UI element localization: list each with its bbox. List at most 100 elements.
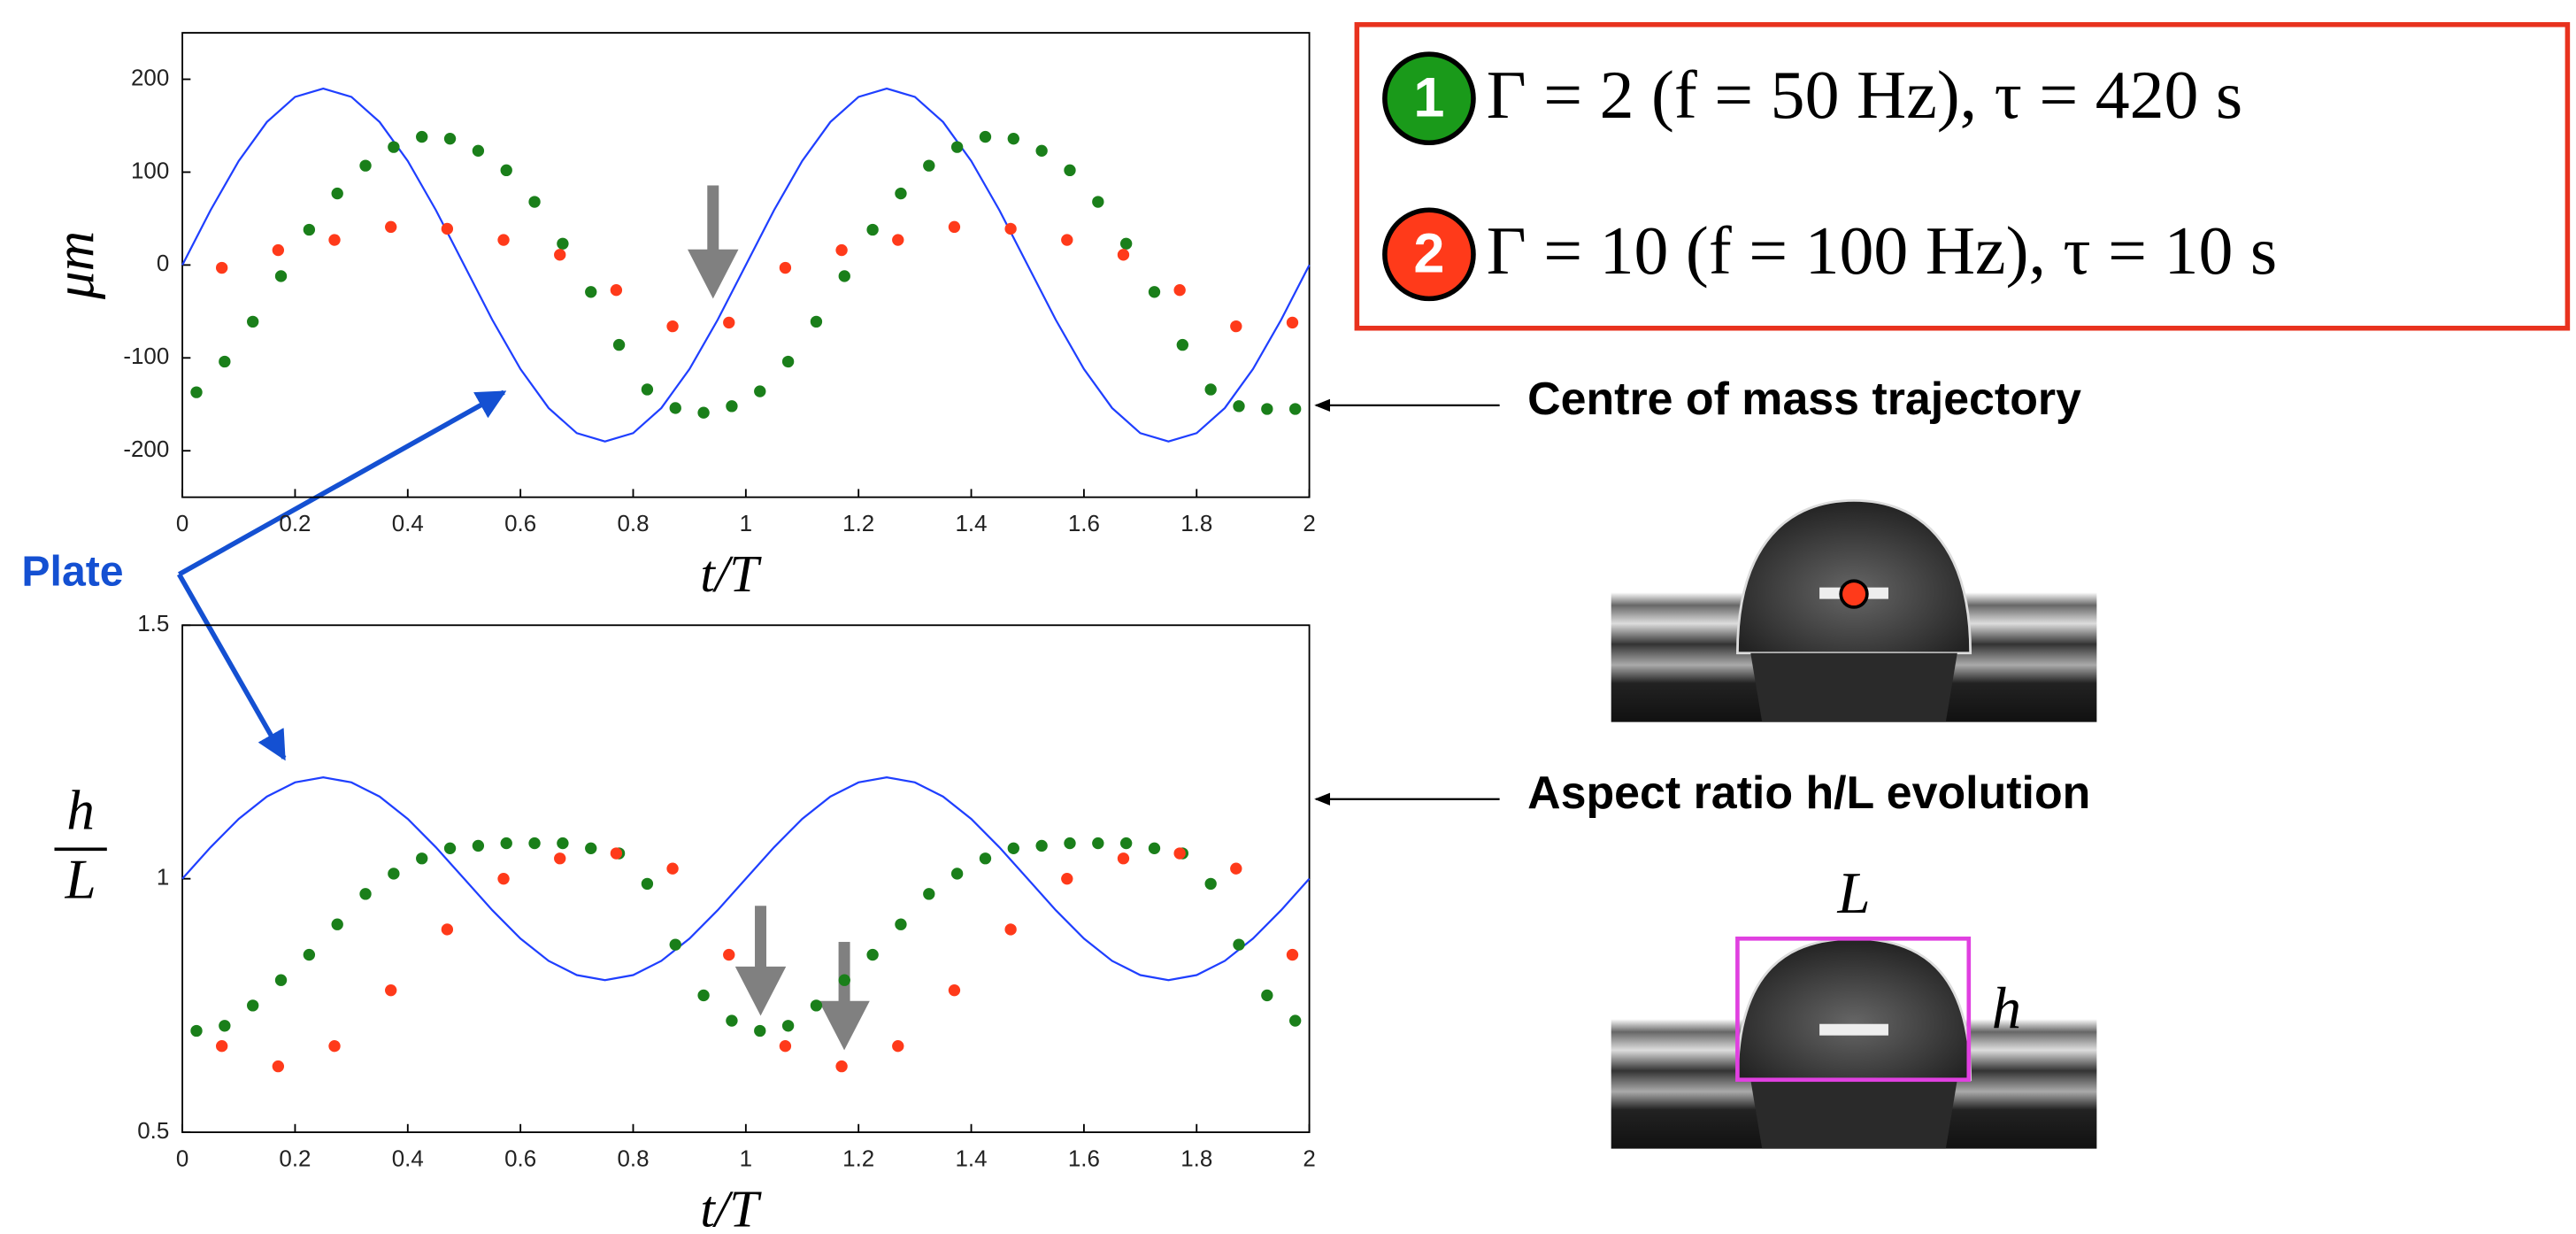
data-point [497,234,510,246]
data-point [585,842,597,854]
data-point [1173,284,1186,297]
data-point [723,316,735,329]
data-point [328,1040,341,1053]
data-point [1204,383,1217,396]
data-point [1064,164,1076,177]
data-point [443,842,457,854]
data-point [810,315,823,328]
annotation: Centre of mass trajectory [1527,373,2081,424]
data-point [359,159,372,172]
x-tick-label: 1.2 [842,512,874,536]
data-point [472,144,485,157]
data-point [272,1060,285,1073]
x-tick-label: 1.8 [1180,1146,1212,1171]
data-point [948,220,961,234]
data-point [1117,249,1130,261]
data-point [610,847,623,860]
droplet-image [1611,462,2097,722]
data-point [1092,837,1104,850]
data-point [726,400,738,413]
data-point [1289,1014,1302,1027]
data-point [641,877,654,891]
legend-marker-label: 1 [1413,67,1444,129]
x-tick-label: 1.6 [1068,512,1100,536]
plate-line [181,775,1311,982]
data-point [666,320,679,333]
x-tick-label: 0.6 [504,1146,536,1171]
data-point [416,130,428,143]
data-point [669,402,681,414]
x-tick-label: 0 [176,1146,188,1171]
data-point [272,243,285,257]
y-tick-label: -100 [123,344,169,369]
y-axis-label-numerator: h [66,780,95,842]
data-point [669,938,681,951]
data-point [219,1020,231,1032]
data-point [1119,237,1133,250]
data-point [948,984,961,997]
data-point [328,234,341,246]
x-tick-label: 2 [1303,512,1315,536]
data-point [1061,872,1073,885]
x-tick-label: 0.4 [392,1146,424,1171]
x-tick-label: 1.8 [1180,512,1212,536]
data-point [359,888,372,900]
data-point [1035,144,1048,157]
data-point [1176,338,1189,351]
x-axis-label: t/T [700,1179,762,1234]
y-tick-label: 0 [157,251,169,276]
x-axis-label: t/T [700,544,762,603]
data-point [723,948,735,961]
data-point [779,261,792,274]
height-label: h [1992,976,2021,1041]
y-tick-label: -200 [123,437,169,462]
data-point [554,249,566,261]
data-point [835,1060,848,1073]
data-point [416,852,428,865]
data-point [472,839,485,852]
data-point [557,237,569,250]
data-point [1261,989,1273,1002]
data-point [950,868,964,880]
data-point [585,286,597,298]
data-point [923,888,935,900]
x-tick-label: 0.8 [617,1146,649,1171]
data-point [754,385,766,397]
data-point [247,999,259,1012]
y-tick-label: 100 [131,158,169,183]
legend-marker-label: 2 [1413,223,1444,285]
x-tick-label: 0.2 [279,512,311,536]
droplet-image [1611,889,2097,1149]
data-point [641,383,654,396]
x-tick-label: 1.6 [1068,1146,1100,1171]
data-point [190,386,203,398]
data-point [219,355,231,368]
y-axis-label: μm [44,231,106,300]
data-point [838,974,850,986]
data-point [979,130,992,143]
x-tick-label: 0.2 [279,1146,311,1171]
data-point [1289,403,1302,415]
data-point [388,868,400,880]
legend-label: Γ = 2 (f = 50 Hz), τ = 420 s [1487,57,2242,133]
data-point [1004,923,1017,936]
data-point [726,1014,738,1027]
data-point [528,837,541,850]
data-point [1148,286,1161,298]
data-point [697,989,710,1002]
data-point [838,270,850,282]
data-point [331,918,343,930]
x-tick-label: 0.6 [504,512,536,536]
data-point [331,187,343,200]
data-point [385,220,397,234]
data-point [1064,837,1076,850]
plate-arrow [178,389,507,577]
data-point [781,355,795,368]
y-tick-label: 200 [131,66,169,90]
data-point [923,159,935,172]
data-point [892,234,904,246]
length-label: L [1836,861,1870,926]
plate-line [181,87,1311,443]
data-point [1233,400,1245,413]
data-point [500,837,512,850]
